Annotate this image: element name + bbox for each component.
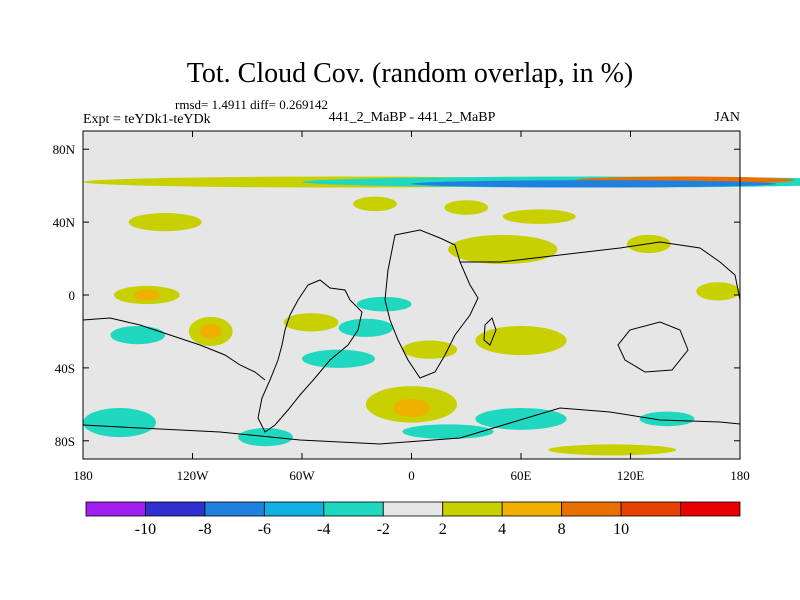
x-tick-label-6: 180	[730, 468, 750, 483]
anomaly-patch-28	[402, 424, 494, 439]
colorbar-swatch-5	[382, 501, 444, 517]
colorbar: -10 -8 -6 -4 -2 2 4 8 10	[85, 501, 741, 538]
y-tick-label-1: 40N	[53, 215, 76, 230]
coastline-antarctica	[82, 407, 741, 445]
anomaly-patch-16	[283, 313, 339, 332]
anomaly-patch-15	[199, 324, 222, 339]
x-tick-label-3: 0	[408, 468, 415, 483]
anomaly-patch-18	[402, 340, 458, 359]
colorbar-label-5: 2	[439, 521, 447, 538]
x-tick-label-5: 120E	[617, 468, 645, 483]
colorbar-swatch-0	[85, 501, 146, 517]
anomaly-patch-21	[302, 349, 375, 368]
colorbar-swatch-3	[263, 501, 325, 517]
colorbar-swatch-7	[501, 501, 563, 517]
x-axis: 180 120W 60W 0 60E 120E 180	[73, 131, 750, 483]
anomaly-patch-26	[475, 407, 567, 430]
colorbar-swatch-2	[204, 501, 265, 517]
colorbar-swatch-9	[620, 501, 681, 517]
colorbar-label-6: 4	[498, 521, 506, 538]
stats-line: rmsd= 1.4911 diff= 0.269142	[175, 97, 328, 112]
colorbar-swatch-8	[561, 501, 622, 517]
y-tick-label-0: 80N	[53, 142, 76, 157]
cases-label: 441_2_MaBP - 441_2_MaBP	[329, 110, 496, 125]
anomaly-patch-13	[110, 325, 166, 345]
coastline-australia	[617, 321, 689, 373]
x-tick-label-1: 120W	[177, 468, 210, 483]
coastline-asia	[460, 241, 741, 301]
colorbar-label-2: -6	[258, 521, 271, 538]
colorbar-label-0: -10	[135, 521, 156, 538]
colorbar-label-7: 8	[558, 521, 566, 538]
x-tick-label-0: 180	[73, 468, 93, 483]
anomaly-patch-24	[83, 407, 156, 438]
anomaly-patch-12	[134, 289, 160, 301]
coastline-central-america	[82, 317, 266, 381]
anomaly-patch-25	[238, 428, 293, 447]
colorbar-swatch-4	[323, 501, 384, 517]
anomaly-patch-29	[548, 444, 677, 456]
experiment-label: Expt = teYDk1-teYDk	[83, 112, 211, 127]
anomaly-layer	[83, 176, 800, 456]
anomaly-patch-7	[502, 209, 576, 224]
anomaly-patch-3	[411, 180, 777, 188]
anomaly-patch-19	[475, 325, 567, 356]
y-axis: 80N 40N 0 40S 80S	[53, 142, 740, 449]
coastline-south-america	[257, 279, 363, 433]
y-tick-label-3: 40S	[55, 361, 75, 376]
colorbar-label-8: 10	[613, 521, 629, 538]
month-label: JAN	[714, 110, 740, 125]
coastlines	[82, 229, 741, 445]
x-tick-label-4: 60E	[511, 468, 532, 483]
coastline-madagascar	[483, 317, 497, 346]
colorbar-label-4: -2	[377, 521, 390, 538]
y-tick-label-2: 0	[69, 288, 76, 303]
colorbar-label-1: -8	[198, 521, 211, 538]
anomaly-patch-17	[338, 318, 394, 337]
y-tick-label-4: 80S	[55, 434, 75, 449]
anomaly-patch-8	[448, 234, 558, 265]
anomaly-patch-27	[639, 411, 695, 427]
anomaly-patch-20	[356, 296, 412, 312]
anomaly-patch-4	[128, 213, 202, 232]
colorbar-swatch-10	[680, 501, 741, 517]
chart-title: Tot. Cloud Cov. (random overlap, in %)	[187, 58, 633, 89]
coastline-africa	[384, 229, 479, 379]
colorbar-swatch-1	[145, 501, 206, 517]
anomaly-patch-5	[353, 196, 397, 212]
anomaly-patch-10	[696, 282, 740, 301]
colorbar-swatch-6	[442, 501, 503, 517]
colorbar-label-3: -4	[317, 521, 330, 538]
anomaly-patch-6	[444, 200, 489, 215]
x-tick-label-2: 60W	[289, 468, 315, 483]
anomaly-patch-23	[393, 398, 430, 418]
